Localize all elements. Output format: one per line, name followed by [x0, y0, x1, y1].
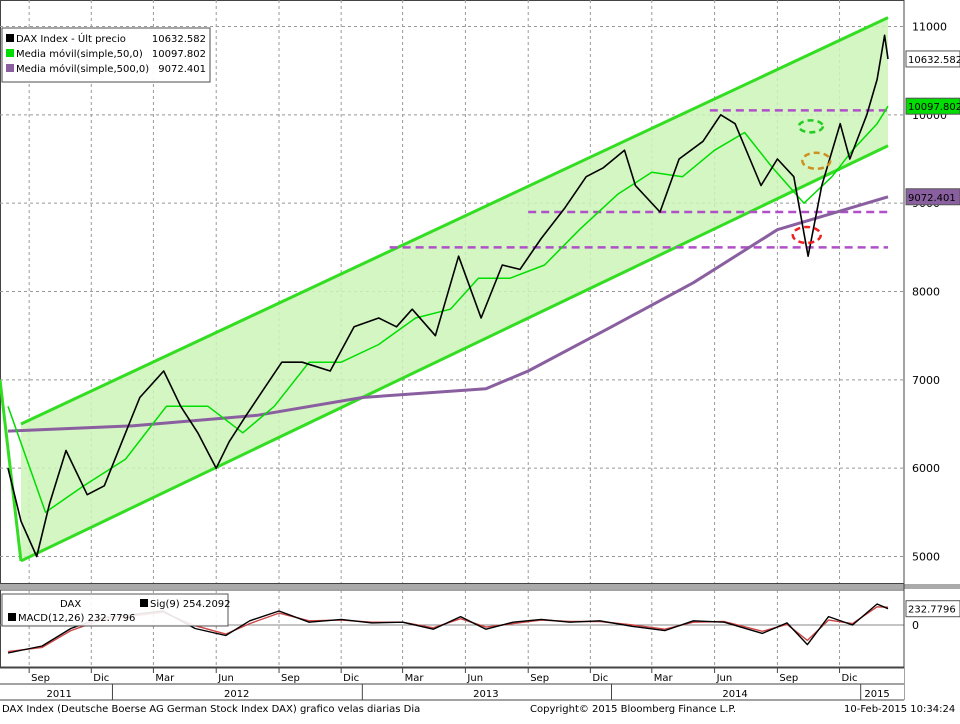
macd-legend-swatch [140, 599, 148, 607]
macd-legend-swatch [8, 613, 16, 621]
price-legend: DAX Index - Últ precio 10632.582 Media móv… [1, 27, 211, 83]
y-tick-label: 11000 [912, 21, 947, 34]
legend-label: Media móvil(simple,50,0) [16, 48, 143, 60]
macd-legend-sig: Sig(9) 254.2092 [150, 599, 231, 610]
year-label: 2012 [224, 689, 249, 700]
year-label: 2014 [722, 689, 747, 700]
x-tick-label: Mar [405, 673, 425, 684]
last-value-box [905, 50, 960, 68]
macd-last-label: 232.7796 [908, 605, 956, 616]
legend-swatch [6, 34, 14, 42]
legend-swatch [6, 49, 14, 57]
x-tick-label: Jun [466, 673, 483, 684]
macd-legend: DAX Sig(9) 254.2092 MACD(12,26) 232.7796 [1, 593, 231, 627]
ma500-line [7, 195, 889, 433]
macd-legend-title: DAX [60, 599, 81, 610]
x-tick-label: Sep [281, 673, 300, 684]
x-tick-label: Jun [716, 673, 733, 684]
x-tick-label: Dic [93, 673, 109, 684]
annotation-orange-ellipse [801, 151, 832, 171]
panel-separator [0, 584, 960, 589]
year-label: 2013 [473, 689, 498, 700]
last-value-box [905, 188, 960, 206]
legend-label: Media móvil(simple,500,0) [16, 63, 149, 75]
macd-last-box [905, 600, 960, 618]
annotation-green-ellipse [797, 119, 825, 134]
time-axis: Sep Dic Mar Jun Sep Dic Mar Jun Sep Dic Mar Jun Sep D… [0, 0, 960, 701]
chart-description: DAX Index (Deutsche Boerse AG German Sto… [2, 704, 421, 715]
macd-y-tick: 0 [912, 619, 919, 632]
x-tick-label: Dic [343, 673, 359, 684]
x-tick-label: Sep [530, 673, 549, 684]
y-tick-label: 6000 [912, 462, 940, 475]
year-label: 2011 [46, 689, 71, 700]
x-tick-label: Jun [217, 673, 234, 684]
price-line [7, 34, 889, 558]
legend-swatch [6, 64, 14, 72]
macd-legend-box [1, 593, 229, 627]
legend-box [1, 27, 211, 83]
x-tick-label: Mar [155, 673, 175, 684]
x-tick-label: Mar [654, 673, 674, 684]
ma50-line [7, 105, 889, 514]
annotation-red-ellipse [791, 225, 823, 245]
price-panel: 50006000700080009000100001100010632.5821… [0, 0, 960, 584]
year-label: 2015 [864, 689, 889, 700]
y-tick-label: 8000 [912, 286, 940, 299]
channel-entry-line [0, 379, 23, 562]
y-tick-label: 5000 [912, 551, 940, 564]
x-tick-label: Sep [779, 673, 798, 684]
legend-label: DAX Index - Últ precio [16, 32, 126, 45]
last-value-label: 10097.802 [908, 102, 960, 113]
legend-value: 9072.401 [158, 64, 206, 75]
y-tick-label: 7000 [912, 374, 940, 387]
macd-panel: 0 232.7796 DAX Sig(9) 254.2092 MACD(12,26) 2… [0, 589, 960, 668]
legend-value: 10632.582 [152, 34, 206, 45]
x-tick-label: Dic [842, 673, 858, 684]
macd-legend-macd: MACD(12,26) 232.7796 [18, 613, 135, 624]
last-value-box [905, 97, 960, 115]
legend-value: 10097.802 [152, 49, 206, 60]
x-tick-label: Sep [31, 673, 50, 684]
last-value-label: 9072.401 [908, 193, 956, 204]
x-tick-label: Dic [592, 673, 608, 684]
channel-upper-line [20, 16, 889, 426]
copyright-text: Copyright© 2015 Bloomberg Finance L.P. [530, 704, 737, 715]
last-value-label: 10632.582 [908, 55, 960, 66]
trend-channel-fill [20, 17, 888, 561]
timestamp-text: 10-Feb-2015 10:34:24 [844, 704, 956, 715]
channel-lower-line [20, 144, 889, 563]
